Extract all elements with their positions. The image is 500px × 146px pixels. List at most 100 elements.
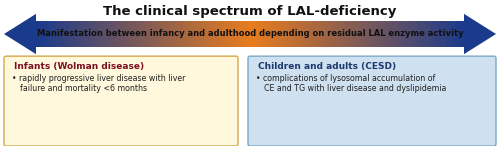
Bar bbox=[58, 21, 60, 47]
Bar bbox=[242, 21, 244, 47]
Bar bbox=[318, 21, 321, 47]
Bar bbox=[81, 21, 84, 47]
Bar bbox=[454, 21, 456, 47]
Text: Manifestation between infancy and adulthood depending on residual LAL enzyme act: Manifestation between infancy and adulth… bbox=[36, 29, 464, 39]
Bar bbox=[402, 21, 404, 47]
Bar bbox=[456, 21, 458, 47]
Bar bbox=[212, 21, 214, 47]
Bar bbox=[60, 21, 62, 47]
Bar bbox=[370, 21, 372, 47]
Bar bbox=[235, 21, 238, 47]
Bar bbox=[344, 21, 347, 47]
Text: • rapidly progressive liver disease with liver: • rapidly progressive liver disease with… bbox=[12, 74, 186, 83]
Bar bbox=[198, 21, 202, 47]
Bar bbox=[340, 21, 342, 47]
Bar bbox=[218, 21, 220, 47]
Bar bbox=[222, 21, 225, 47]
Bar bbox=[424, 21, 426, 47]
Bar bbox=[190, 21, 192, 47]
Bar bbox=[260, 21, 264, 47]
Bar bbox=[306, 21, 308, 47]
Bar bbox=[115, 21, 118, 47]
Bar bbox=[299, 21, 302, 47]
Bar bbox=[278, 21, 280, 47]
Bar bbox=[70, 21, 73, 47]
Bar bbox=[421, 21, 424, 47]
Bar bbox=[438, 21, 441, 47]
Bar bbox=[282, 21, 284, 47]
Bar bbox=[374, 21, 377, 47]
Bar bbox=[263, 21, 266, 47]
Bar bbox=[38, 21, 41, 47]
Bar bbox=[90, 21, 92, 47]
Bar bbox=[288, 21, 291, 47]
Bar bbox=[194, 21, 197, 47]
Bar bbox=[68, 21, 70, 47]
Bar bbox=[152, 21, 154, 47]
Bar bbox=[100, 21, 103, 47]
Bar bbox=[290, 21, 294, 47]
Bar bbox=[98, 21, 100, 47]
Bar bbox=[145, 21, 148, 47]
Bar bbox=[226, 21, 229, 47]
Bar bbox=[210, 21, 212, 47]
Bar bbox=[126, 21, 128, 47]
Bar bbox=[106, 21, 110, 47]
Text: The clinical spectrum of LAL-deficiency: The clinical spectrum of LAL-deficiency bbox=[104, 5, 397, 18]
Bar bbox=[51, 21, 54, 47]
Bar bbox=[150, 21, 152, 47]
Bar bbox=[449, 21, 452, 47]
Bar bbox=[88, 21, 90, 47]
Bar bbox=[94, 21, 96, 47]
Text: failure and mortality <6 months: failure and mortality <6 months bbox=[20, 84, 147, 93]
Bar bbox=[182, 21, 184, 47]
Bar bbox=[460, 21, 462, 47]
FancyBboxPatch shape bbox=[248, 56, 496, 146]
Bar bbox=[166, 21, 169, 47]
Bar bbox=[357, 21, 360, 47]
Bar bbox=[406, 21, 409, 47]
Bar bbox=[228, 21, 231, 47]
Bar bbox=[428, 21, 430, 47]
Bar bbox=[310, 21, 312, 47]
Text: CE and TG with liver disease and dyslipidemia: CE and TG with liver disease and dyslipi… bbox=[264, 84, 446, 93]
Bar bbox=[158, 21, 160, 47]
Bar bbox=[350, 21, 353, 47]
Bar bbox=[184, 21, 186, 47]
Bar bbox=[66, 21, 68, 47]
Bar bbox=[408, 21, 411, 47]
Bar bbox=[389, 21, 392, 47]
Bar bbox=[160, 21, 163, 47]
Bar bbox=[134, 21, 137, 47]
Bar bbox=[302, 21, 304, 47]
Bar bbox=[380, 21, 383, 47]
Bar bbox=[173, 21, 176, 47]
Bar bbox=[109, 21, 112, 47]
Bar bbox=[230, 21, 234, 47]
Bar bbox=[385, 21, 388, 47]
Bar bbox=[46, 21, 50, 47]
Bar bbox=[36, 21, 38, 47]
Bar bbox=[451, 21, 454, 47]
Bar bbox=[53, 21, 56, 47]
Bar bbox=[348, 21, 351, 47]
Bar bbox=[205, 21, 208, 47]
Bar bbox=[308, 21, 310, 47]
Bar bbox=[359, 21, 362, 47]
Bar bbox=[368, 21, 370, 47]
Bar bbox=[256, 21, 259, 47]
Bar bbox=[40, 21, 43, 47]
Bar bbox=[432, 21, 434, 47]
Bar bbox=[447, 21, 450, 47]
Bar bbox=[286, 21, 289, 47]
Bar bbox=[96, 21, 98, 47]
Bar bbox=[252, 21, 255, 47]
Bar bbox=[265, 21, 268, 47]
Bar bbox=[56, 21, 58, 47]
Bar bbox=[254, 21, 257, 47]
Bar bbox=[440, 21, 443, 47]
Bar bbox=[293, 21, 296, 47]
Bar bbox=[410, 21, 413, 47]
Bar bbox=[415, 21, 418, 47]
Bar bbox=[323, 21, 326, 47]
